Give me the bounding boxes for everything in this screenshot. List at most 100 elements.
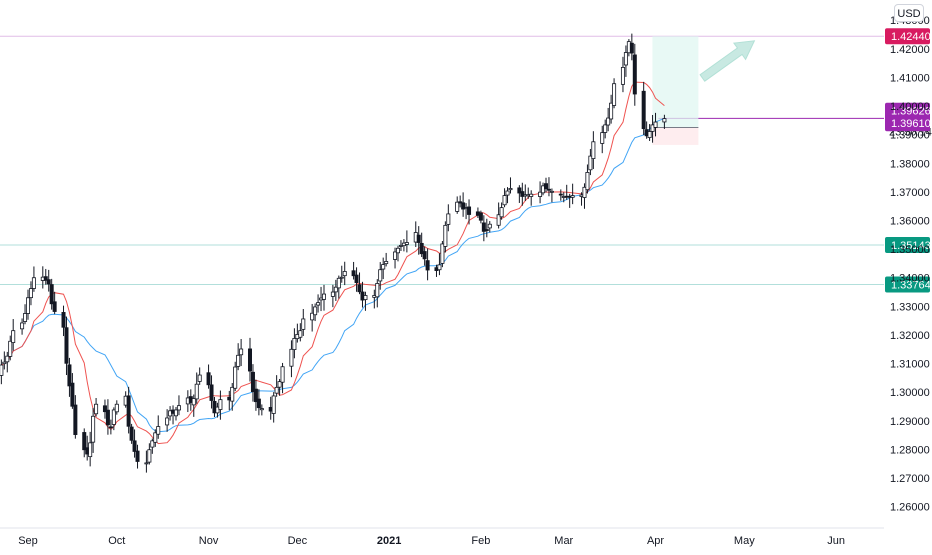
candle-body — [416, 234, 421, 243]
y-tick-label: 1.39000 — [890, 130, 930, 142]
candle — [363, 291, 368, 311]
candle — [529, 190, 534, 206]
candle — [416, 226, 421, 255]
price-badge — [885, 102, 930, 119]
long-position-tool[interactable] — [652, 36, 699, 145]
candle-body — [173, 409, 178, 417]
candle-body — [144, 462, 149, 465]
candle — [209, 375, 214, 409]
projection-arrow[interactable] — [699, 40, 756, 82]
candle — [105, 399, 110, 435]
candle — [247, 337, 252, 382]
candle-body — [153, 432, 158, 443]
candle — [505, 187, 510, 204]
candle-body — [425, 260, 430, 271]
candle-body — [508, 188, 513, 191]
y-tick-label: 1.42000 — [890, 44, 930, 56]
candle-body — [52, 301, 57, 312]
x-tick-label: May — [734, 535, 755, 547]
candle — [215, 402, 220, 418]
candle-body — [150, 440, 155, 448]
candle-body — [549, 190, 554, 193]
candle — [570, 183, 575, 205]
candle — [28, 281, 33, 306]
candle-body — [280, 366, 285, 383]
candle — [165, 409, 170, 432]
candle — [102, 399, 107, 419]
candle-body — [289, 348, 294, 367]
candle-body — [135, 450, 140, 462]
candle-body — [440, 243, 445, 264]
candle — [82, 428, 87, 458]
candle-body — [653, 121, 658, 128]
candle — [313, 303, 318, 322]
candle — [413, 221, 418, 248]
candle — [129, 423, 134, 444]
candle-body — [23, 313, 28, 322]
candle-body — [215, 406, 220, 414]
candle-body — [292, 338, 297, 350]
candle — [395, 245, 400, 262]
candle — [520, 182, 525, 206]
candle — [108, 419, 113, 435]
y-tick-label: 1.37000 — [890, 187, 930, 199]
candle — [239, 339, 244, 367]
candle-body — [620, 66, 625, 85]
y-tick-label: 1.26000 — [890, 502, 930, 514]
candle — [467, 199, 472, 225]
time-axis[interactable]: Sep Oct Nov Dec 2021 Feb Mar Apr May Jun — [0, 527, 884, 547]
candle-body — [529, 193, 534, 197]
candle — [197, 367, 202, 385]
candle-body — [49, 284, 54, 305]
y-tick-label: 1.29000 — [890, 416, 930, 428]
candle — [375, 279, 380, 308]
position-stop-zone[interactable] — [652, 127, 699, 145]
candle — [440, 241, 445, 268]
candle — [378, 262, 383, 290]
candle — [88, 431, 93, 467]
candle-body — [102, 405, 107, 413]
candle — [94, 398, 99, 417]
candle — [0, 359, 4, 385]
candle-body — [0, 364, 4, 376]
x-tick-label: Feb — [471, 535, 490, 547]
candle — [126, 386, 131, 434]
candle-body — [487, 223, 492, 229]
candle — [271, 392, 276, 423]
y-tick-label: 1.30000 — [890, 387, 930, 399]
candle-body — [422, 251, 427, 260]
candle-body — [351, 270, 356, 277]
position-target-zone[interactable] — [652, 36, 699, 128]
level-price-label: 1.33764 — [891, 279, 931, 291]
candle — [422, 246, 427, 266]
candle-body — [259, 408, 264, 411]
candle-body — [520, 191, 525, 197]
candle-body — [505, 190, 510, 196]
candle-body — [5, 355, 10, 363]
candle-body — [91, 415, 96, 443]
candle — [250, 364, 255, 402]
candle — [253, 379, 258, 411]
candle — [455, 196, 460, 214]
level-price-badge — [885, 28, 930, 45]
candle-body — [218, 399, 223, 410]
candle — [91, 407, 96, 453]
candle-body — [484, 229, 489, 231]
currency-button[interactable]: USD — [894, 4, 924, 22]
candle — [176, 395, 181, 416]
x-tick-label: Sep — [18, 535, 38, 547]
candle-body — [378, 269, 383, 282]
price-axis[interactable]: 1.430001.420001.410001.400001.390001.380… — [890, 15, 930, 514]
ma-fast-line — [1, 81, 665, 445]
candle — [310, 303, 315, 332]
candle — [25, 289, 30, 320]
candle — [194, 372, 199, 404]
up-arrow-drawing[interactable] — [699, 40, 756, 82]
candle-body — [647, 131, 652, 138]
horizontal-levels[interactable]: 1.424401.351431.337641.3956823:50:141.39… — [0, 28, 932, 293]
x-tick-label: 2021 — [377, 535, 401, 547]
candle — [484, 218, 489, 238]
candle — [70, 373, 75, 409]
